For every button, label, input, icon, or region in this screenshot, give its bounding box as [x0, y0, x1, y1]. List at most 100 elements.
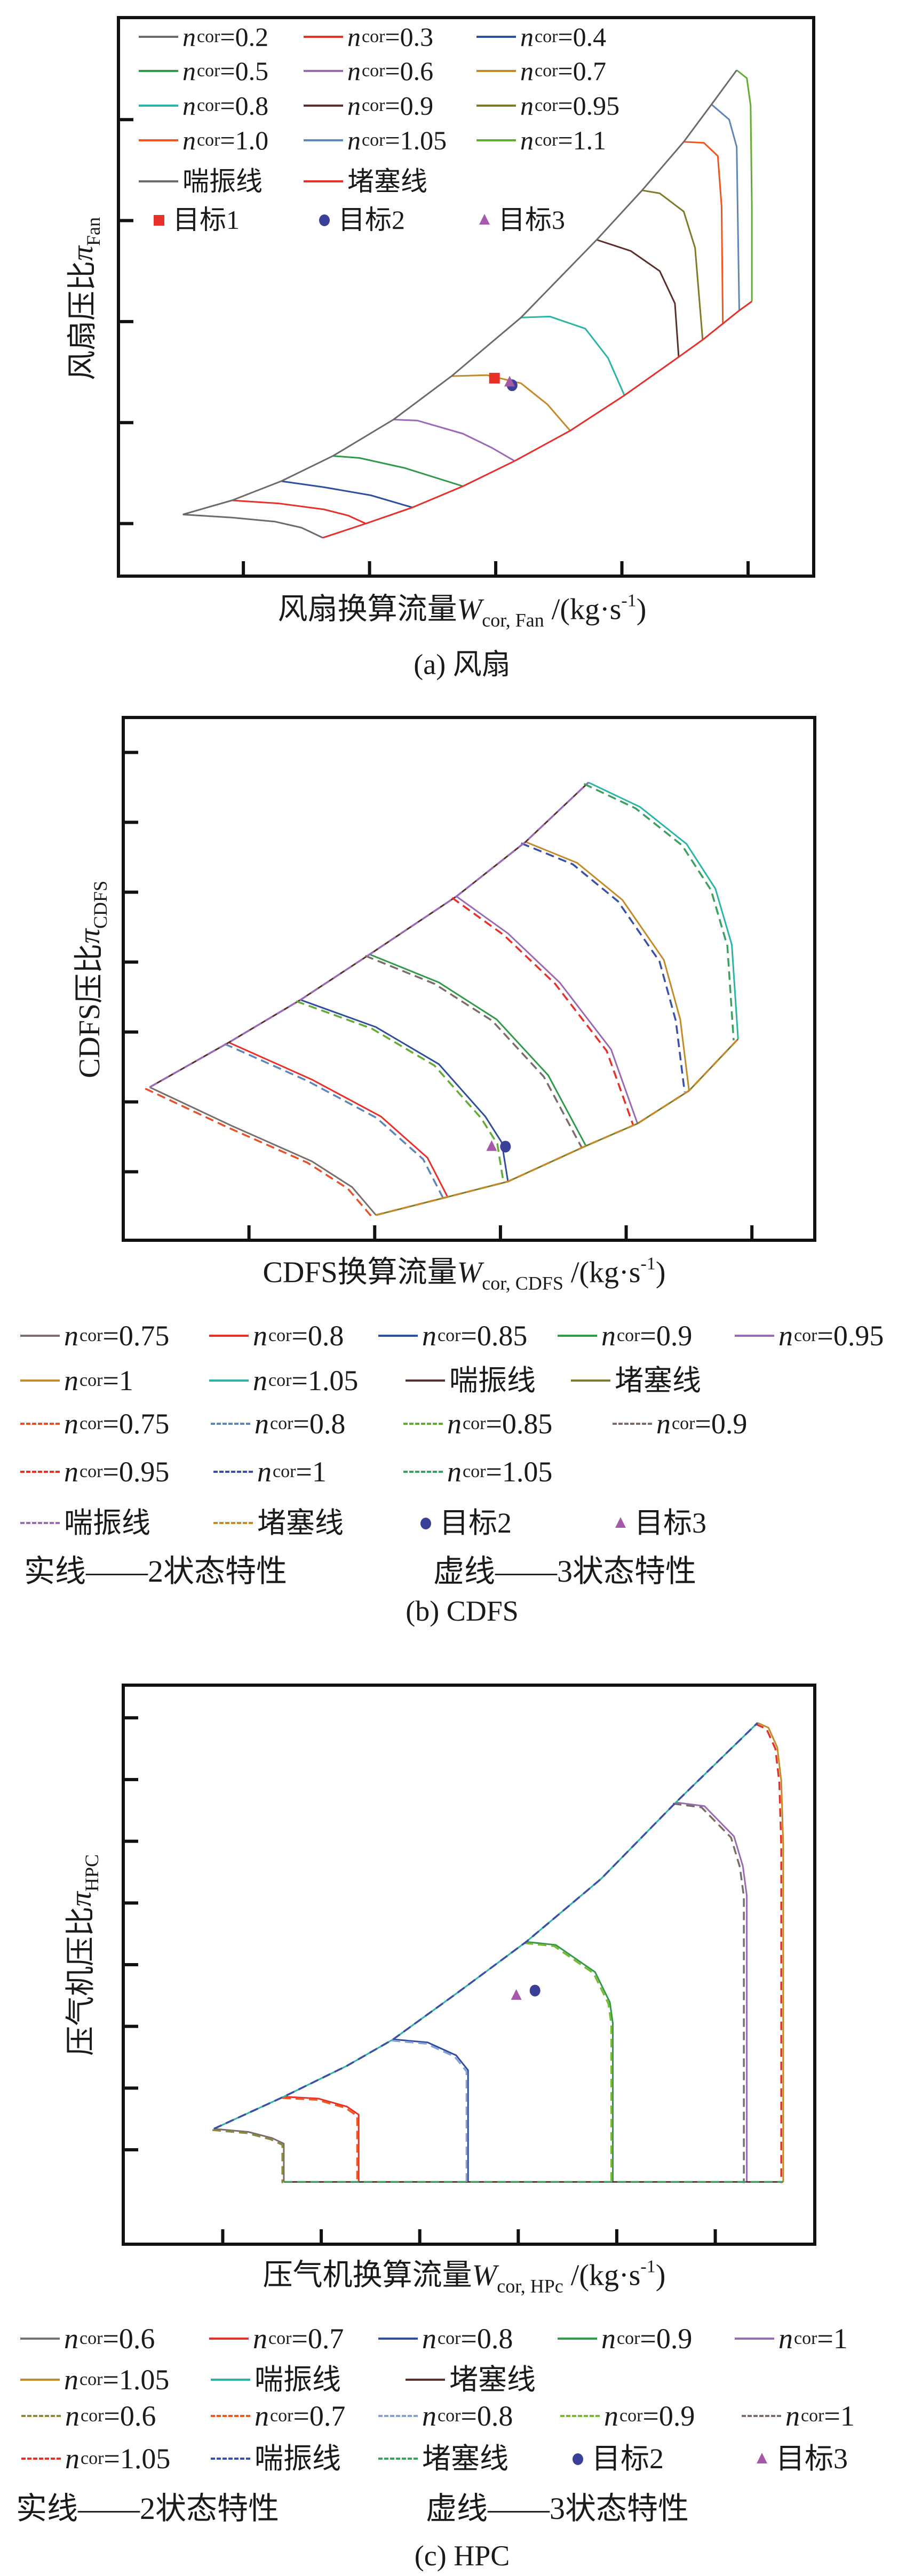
legend-label: 目标3: [498, 205, 565, 235]
target-marker-triangle: [511, 1989, 522, 2000]
legend-symbol: n: [253, 1320, 267, 1352]
legend-subscript: cor: [80, 1462, 103, 1481]
legend-item: n cor =0.95: [735, 1321, 884, 1350]
legend-item: n cor =0.95: [476, 92, 619, 119]
legend-note: 实线——2状态特性: [16, 2491, 280, 2526]
legend-label: 目标2: [592, 2443, 664, 2475]
legend-dashed-line-swatch: [742, 2415, 781, 2417]
legend-line-swatch: [211, 2379, 250, 2381]
legend-symbol: n: [253, 1365, 267, 1397]
legend-symbol: n: [255, 2400, 269, 2432]
legend-subscript: cor: [80, 1414, 103, 1433]
legend-symbol: n: [182, 125, 196, 155]
triangle-marker-icon: [479, 214, 490, 225]
triangle-shape: [615, 1517, 626, 1528]
legend-symbol: n: [778, 1320, 793, 1352]
legend-symbol: n: [422, 2323, 436, 2355]
plot-frame: [122, 716, 816, 1242]
legend-label: =0.9: [695, 1408, 748, 1440]
legend-subscript: cor: [80, 1326, 103, 1345]
legend-item: n cor =0.9: [558, 1321, 692, 1350]
series-line: [149, 781, 589, 1088]
series-line: [521, 315, 625, 396]
legend-line-swatch: [378, 1335, 418, 1337]
legend-item: n cor =1.05: [209, 1366, 358, 1395]
series-line: [684, 141, 724, 324]
legend-label: 目标2: [338, 205, 405, 235]
legend-symbol: n: [601, 2323, 616, 2355]
legend-line-swatch: [476, 36, 516, 38]
legend-item: n cor =1: [213, 1457, 327, 1486]
dashed-series-line: [391, 2039, 468, 2183]
legend-item: n cor =1.05: [304, 127, 447, 154]
legend-label: 喘振线: [182, 166, 263, 196]
legend-item: n cor =0.7: [476, 58, 606, 84]
legend-label: =0.7: [291, 2323, 344, 2355]
legend-line-swatch: [571, 1379, 610, 1382]
legend-label: =0.95: [102, 1456, 170, 1488]
legend-item: 堵塞线: [304, 168, 427, 195]
legend-symbol: n: [182, 91, 196, 121]
legend-label: =0.4: [558, 22, 607, 52]
legend-subscript: cor: [362, 95, 385, 115]
x-axis-label: CDFS换算流量Wcor, CDFS /(kg·s-1): [263, 1255, 666, 1293]
series-line: [376, 1038, 739, 1216]
y-axis-label-var: π: [65, 1891, 98, 1907]
legend-subscript: cor: [672, 1414, 695, 1433]
legend-subscript: cor: [463, 1414, 486, 1433]
legend-subscript: cor: [362, 130, 385, 150]
legend-square-icon: [149, 212, 169, 228]
legend-dashed-line-swatch: [20, 1522, 60, 1524]
legend-item: 目标1: [149, 206, 240, 233]
legend-symbol: n: [604, 2400, 618, 2432]
x-axis-label-unit: /(kg·s: [544, 593, 622, 626]
legend-symbol: n: [64, 2364, 78, 2396]
dashed-series-line: [672, 1803, 745, 2183]
legend-item: n cor =0.95: [20, 1457, 169, 1486]
legend-item: 目标3: [611, 1509, 706, 1537]
chart-0: [117, 16, 815, 578]
x-axis-label-text: CDFS换算流量: [263, 1256, 457, 1289]
legend-dashed-line-swatch: [213, 1522, 253, 1524]
legend-label: =1: [102, 1365, 133, 1397]
legend-item: n cor =0.8: [378, 2324, 513, 2353]
legend-line-swatch: [378, 2338, 418, 2340]
legend-subscript: cor: [270, 1414, 293, 1433]
y-axis-label-sub: CDFS: [90, 880, 111, 929]
legend-subscript: cor: [438, 2406, 461, 2426]
legend-item: n cor =0.9: [304, 92, 433, 119]
legend-item: n cor =0.6: [21, 2402, 156, 2430]
legend-item: n cor =1.05: [403, 1457, 552, 1486]
legend-subscript: cor: [197, 27, 220, 46]
legend-subscript: cor: [81, 2406, 104, 2426]
y-axis-label: 风扇压比πFan: [66, 217, 104, 380]
dashed-series-line: [524, 1942, 613, 2183]
x-axis-label-close: ): [636, 593, 647, 626]
series-line: [526, 1941, 614, 2182]
legend-symbol: n: [347, 56, 361, 86]
legend-dashed-line-swatch: [20, 1423, 60, 1425]
series-line: [736, 69, 753, 301]
legend-label: =0.5: [220, 56, 269, 86]
dashed-series-line: [213, 1722, 759, 2130]
series-line: [322, 300, 752, 539]
legend-subscript: cor: [268, 2328, 292, 2348]
legend-subscript: cor: [438, 2328, 461, 2348]
legend-item: n cor =0.8: [378, 2402, 513, 2430]
legend-line-swatch: [304, 139, 343, 141]
legend-line-swatch: [735, 1335, 774, 1337]
legend-item: n cor =0.3: [304, 23, 433, 50]
legend-item: n cor =1: [20, 1366, 133, 1395]
legend-note: 实线——2状态特性: [24, 1554, 288, 1589]
legend-label: =0.6: [104, 2400, 156, 2432]
legend-symbol: n: [520, 22, 534, 52]
legend-line-swatch: [735, 2338, 774, 2340]
legend-dashed-line-swatch: [211, 2415, 250, 2417]
legend-subscript: cor: [197, 95, 220, 115]
legend-item: 目标2: [568, 2444, 664, 2473]
legend-label: 目标3: [776, 2443, 848, 2475]
legend-label: =1.0: [220, 125, 269, 155]
legend-symbol: n: [65, 2400, 80, 2432]
legend-line-swatch: [209, 2338, 249, 2340]
